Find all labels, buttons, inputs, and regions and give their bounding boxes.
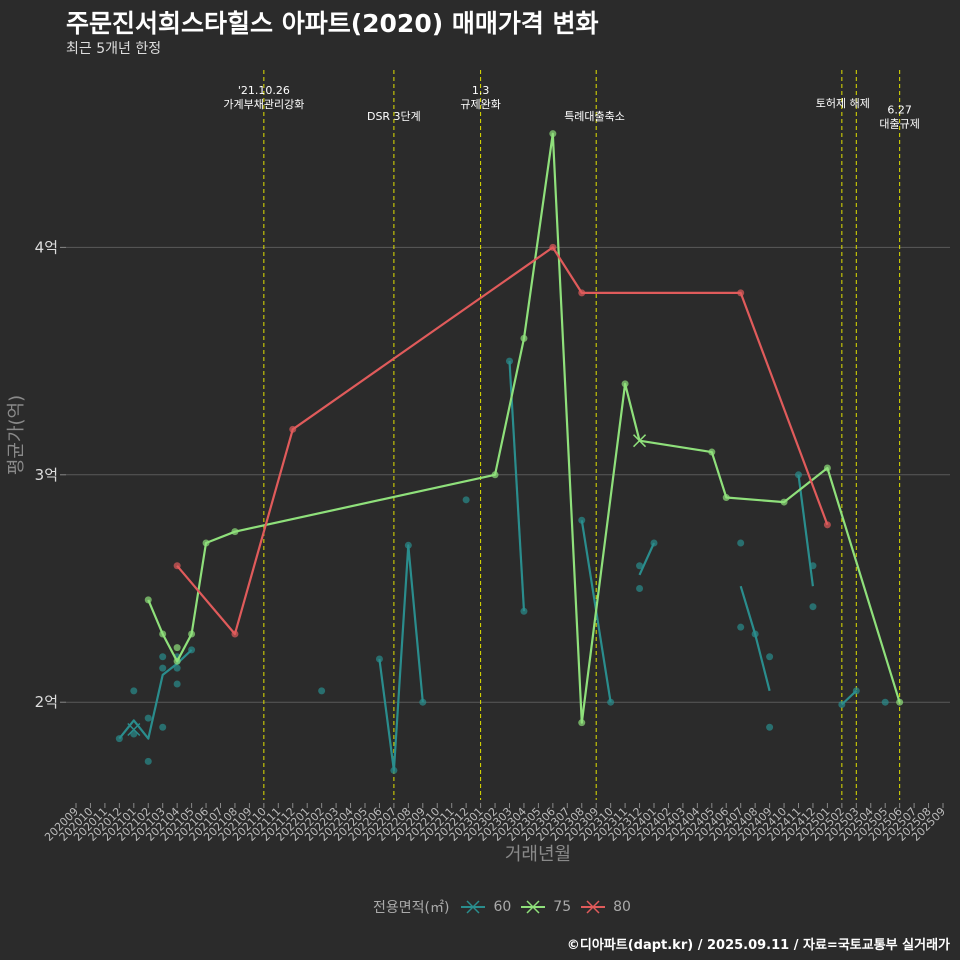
data-point-75 (173, 644, 181, 652)
data-point-60 (159, 664, 167, 672)
series-line-60 (638, 542, 656, 576)
event-annotation: 1.3 규제완화 (460, 84, 500, 111)
annotation-line: 규제완화 (460, 98, 500, 111)
annotation-line: 토허제 해제 (816, 96, 870, 110)
series-60 (115, 357, 889, 774)
data-point-60 (881, 698, 889, 706)
series-line-60 (841, 690, 858, 706)
data-point-75 (896, 698, 904, 706)
chart-title: 주문진서희스타힐스 아파트(2020) 매매가격 변화 (66, 9, 599, 38)
data-point-60 (636, 562, 644, 570)
data-point-60 (130, 687, 138, 695)
series-line-80 (176, 246, 829, 636)
annotation-line: '21.10.26 (238, 84, 290, 97)
legend-swatch-marker (466, 900, 480, 914)
y-axis-title: 평균가(억) (6, 395, 27, 475)
event-annotation: '21.10.26 가계부채관리강화 (223, 84, 304, 111)
series-line-75 (147, 132, 901, 724)
data-point-60 (318, 687, 326, 695)
legend-key-75 (519, 897, 547, 917)
data-point-60 (173, 664, 181, 672)
x-axis-title: 거래년월 (505, 844, 571, 865)
annotation-line: 가계부채관리강화 (223, 98, 304, 111)
data-point-60 (506, 357, 513, 365)
data-point-60 (173, 680, 181, 688)
series-line-60 (508, 361, 526, 612)
legend-item-80: 80 (579, 897, 631, 917)
annotation-line: 대출규제 (879, 118, 919, 131)
data-point-60 (737, 539, 745, 547)
legend-swatch (461, 900, 486, 914)
legend-key-60 (459, 897, 487, 917)
x-marker-75 (633, 434, 647, 448)
legend-title: 전용면적(㎡) (373, 900, 450, 916)
data-point-60 (578, 516, 586, 524)
data-point-60 (795, 471, 802, 479)
chart-legend: 전용면적(㎡) 60 75 80 (373, 896, 639, 918)
data-point-60 (144, 714, 152, 722)
data-point-60 (766, 723, 774, 731)
legend-key-80 (579, 897, 607, 917)
annotation-line: 특례대출축소 (564, 110, 625, 123)
series-line-60 (797, 474, 814, 587)
y-tick-label: 3억 (35, 466, 58, 484)
legend-item-75: 75 (519, 897, 571, 917)
data-point-60 (766, 653, 774, 661)
y-tick-label: 2억 (35, 693, 58, 711)
annotation-line: DSR 3단계 (367, 110, 421, 123)
data-point-60 (159, 723, 167, 731)
data-point-60 (520, 607, 528, 615)
data-point-60 (636, 585, 644, 593)
event-annotation: 6.27 대출규제 (879, 104, 919, 131)
legend-label-60: 60 (493, 899, 512, 915)
legend-label-80: 80 (613, 899, 631, 915)
legend-swatch (581, 900, 606, 914)
data-point-60 (737, 623, 745, 631)
legend-swatch-marker (586, 900, 600, 914)
legend-item-60: 60 (459, 897, 511, 917)
legend-label-75: 75 (553, 899, 572, 915)
data-point-60 (462, 496, 470, 504)
data-point-60 (159, 653, 167, 661)
x-marker-60 (127, 722, 141, 737)
series-line-60 (739, 585, 771, 692)
series-80 (173, 243, 831, 638)
annotation-line: 6.27 (887, 104, 912, 117)
series-line-60 (378, 544, 424, 772)
y-tick-label: 4억 (35, 238, 58, 256)
series-75 (144, 130, 904, 727)
chart-subtitle: 최근 5개년 한정 (66, 41, 162, 57)
event-annotation: 특례대출축소 (564, 110, 625, 123)
data-point-60 (607, 698, 615, 706)
legend-swatch-marker (526, 900, 540, 914)
event-annotation: DSR 3단계 (367, 110, 421, 123)
legend-swatch (521, 900, 546, 914)
data-point-60 (419, 698, 427, 706)
source-caption: ©디아파트(dapt.kr) / 2025.09.11 / 자료=국토교통부 실… (566, 938, 950, 953)
annotation-line: 1.3 (472, 84, 490, 97)
data-point-60 (809, 603, 817, 611)
event-annotation: 토허제 해제 (816, 96, 870, 110)
data-point-60 (144, 757, 152, 765)
